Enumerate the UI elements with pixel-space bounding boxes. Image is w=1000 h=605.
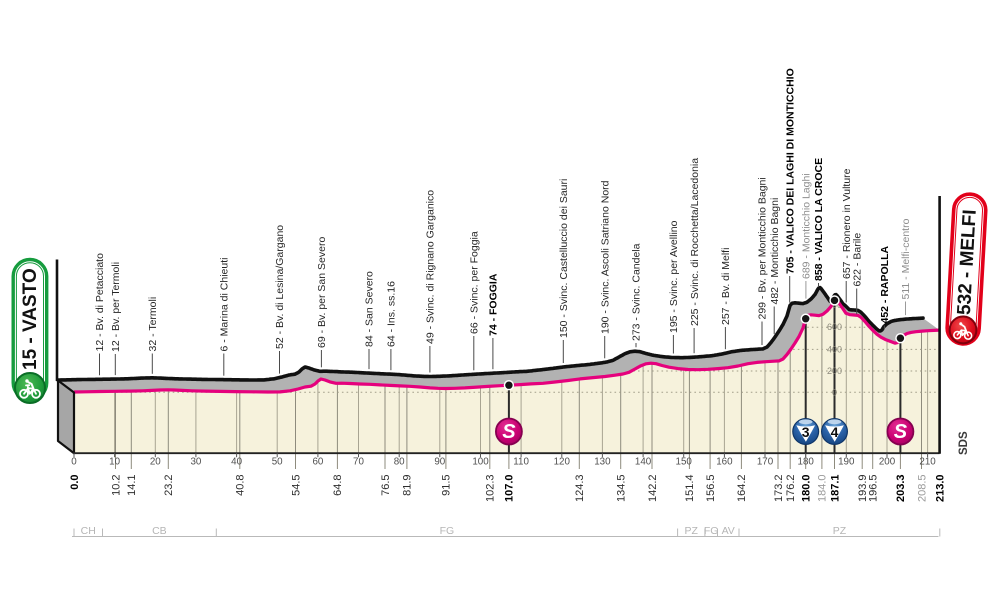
svg-text:6 - Marina di Chieuti: 6 - Marina di Chieuti [219, 258, 231, 352]
svg-text:299 - Bv. per Monticchio Bagni: 299 - Bv. per Monticchio Bagni [757, 177, 769, 319]
svg-text:120: 120 [554, 457, 571, 468]
svg-text:64 - Ins. ss.16: 64 - Ins. ss.16 [386, 281, 398, 347]
svg-text:54.5: 54.5 [290, 475, 302, 496]
svg-text:66 - Svinc. per Foggia: 66 - Svinc. per Foggia [469, 231, 481, 334]
svg-text:69 - Bv. per San Severo: 69 - Bv. per San Severo [316, 237, 328, 348]
svg-text:CH: CH [81, 525, 96, 537]
svg-text:10: 10 [109, 457, 120, 468]
svg-text:AV: AV [722, 525, 735, 537]
svg-text:20: 20 [150, 457, 161, 468]
svg-text:176.2: 176.2 [785, 475, 797, 503]
svg-text:50: 50 [272, 457, 283, 468]
svg-text:858 - VALICO LA CROCE: 858 - VALICO LA CROCE [813, 158, 825, 281]
svg-text:S: S [502, 421, 516, 443]
svg-text:40: 40 [231, 457, 242, 468]
svg-text:170: 170 [757, 457, 774, 468]
svg-text:195 - Svinc. per Avellino: 195 - Svinc. per Avellino [668, 220, 680, 333]
svg-text:15 - VASTO: 15 - VASTO [20, 268, 41, 370]
svg-text:193.9: 193.9 [857, 475, 869, 503]
svg-text:110: 110 [513, 457, 529, 468]
svg-text:12 - Bv. per Termoli: 12 - Bv. per Termoli [110, 262, 122, 352]
svg-text:3: 3 [802, 424, 810, 440]
svg-text:76.5: 76.5 [380, 475, 392, 496]
svg-text:23.2: 23.2 [163, 475, 175, 496]
svg-text:PZ: PZ [684, 525, 698, 537]
svg-text:CB: CB [152, 525, 167, 537]
svg-text:156.5: 156.5 [705, 475, 717, 503]
svg-text:208.5: 208.5 [916, 475, 928, 503]
svg-text:689 - Monticchio Laghi: 689 - Monticchio Laghi [801, 173, 813, 279]
svg-text:150: 150 [676, 457, 693, 468]
svg-text:14.1: 14.1 [126, 475, 138, 496]
svg-text:91.5: 91.5 [441, 475, 453, 496]
svg-text:49 - Svinc. di Rignano Gargani: 49 - Svinc. di Rignano Garganico [425, 190, 437, 344]
svg-text:160: 160 [716, 457, 733, 468]
svg-text:142.2: 142.2 [647, 475, 659, 503]
svg-text:150 - Svinc. Castelluccio dei: 150 - Svinc. Castelluccio dei Sauri [558, 179, 570, 338]
svg-text:64.8: 64.8 [332, 475, 344, 496]
svg-text:30: 30 [190, 457, 201, 468]
svg-text:60: 60 [312, 457, 323, 468]
svg-text:S: S [894, 421, 908, 443]
svg-text:657 - Rionero in Vulture: 657 - Rionero in Vulture [841, 168, 853, 279]
svg-text:452 - RAPOLLA: 452 - RAPOLLA [879, 245, 891, 323]
svg-text:180.0: 180.0 [801, 475, 813, 503]
svg-text:81.9: 81.9 [402, 475, 414, 496]
svg-text:140: 140 [635, 457, 652, 468]
svg-text:482 - Monticchio Bagni: 482 - Monticchio Bagni [769, 198, 781, 305]
svg-text:210: 210 [919, 457, 936, 468]
svg-text:180: 180 [798, 457, 815, 468]
svg-text:213.0: 213.0 [935, 475, 947, 503]
svg-text:196.5: 196.5 [868, 475, 880, 503]
svg-text:84 - San Severo: 84 - San Severo [364, 271, 376, 347]
svg-text:90: 90 [434, 457, 445, 468]
svg-text:273 - Svinc. Candela: 273 - Svinc. Candela [631, 243, 643, 341]
svg-text:100: 100 [472, 457, 489, 468]
svg-text:52 - Bv. di Lesina/Gargano: 52 - Bv. di Lesina/Gargano [274, 225, 286, 349]
svg-text:FG: FG [704, 525, 719, 537]
svg-text:SDS: SDS [958, 431, 970, 455]
svg-text:0: 0 [832, 387, 837, 397]
svg-text:173.2: 173.2 [773, 475, 785, 503]
svg-text:134.5: 134.5 [616, 475, 628, 503]
svg-text:705 - VALICO DEI LAGHI DI MONT: 705 - VALICO DEI LAGHI DI MONTICCHIO [784, 68, 796, 274]
svg-text:130: 130 [594, 457, 611, 468]
svg-text:257 - Bv. di Melfi: 257 - Bv. di Melfi [720, 248, 732, 325]
svg-text:74 - FOGGIA: 74 - FOGGIA [488, 273, 500, 336]
svg-text:164.2: 164.2 [736, 475, 748, 503]
svg-text:0: 0 [71, 457, 77, 468]
svg-text:102.3: 102.3 [485, 475, 497, 503]
svg-text:190: 190 [838, 457, 855, 468]
svg-text:600: 600 [827, 322, 842, 332]
svg-text:511 - Melfi-centro: 511 - Melfi-centro [900, 218, 912, 299]
svg-text:80: 80 [394, 457, 405, 468]
svg-text:70: 70 [353, 457, 364, 468]
svg-text:622 - Barile: 622 - Barile [851, 233, 863, 287]
svg-text:107.0: 107.0 [504, 475, 516, 503]
svg-text:4: 4 [831, 424, 839, 440]
svg-text:40.8: 40.8 [235, 475, 247, 496]
svg-text:200: 200 [879, 457, 896, 468]
svg-text:32 - Termoli: 32 - Termoli [147, 297, 159, 352]
svg-text:184.0: 184.0 [817, 475, 829, 503]
svg-text:190 - Svinc. Ascoli Satriano N: 190 - Svinc. Ascoli Satriano Nord [599, 180, 611, 334]
svg-text:0.0: 0.0 [69, 475, 81, 490]
svg-text:10.2: 10.2 [110, 475, 122, 496]
svg-text:FG: FG [440, 525, 455, 537]
svg-text:200: 200 [827, 366, 842, 376]
svg-text:151.4: 151.4 [684, 475, 696, 503]
svg-text:PZ: PZ [833, 525, 847, 537]
svg-text:400: 400 [827, 344, 842, 354]
svg-text:225 - Svinc. di Rocchetta/Lace: 225 - Svinc. di Rocchetta/Lacedonia [689, 158, 701, 326]
svg-text:203.3: 203.3 [895, 475, 907, 503]
svg-text:187.1: 187.1 [829, 475, 841, 503]
svg-text:12 - Bv. di Petacciato: 12 - Bv. di Petacciato [94, 253, 106, 352]
svg-text:124.3: 124.3 [574, 475, 586, 503]
